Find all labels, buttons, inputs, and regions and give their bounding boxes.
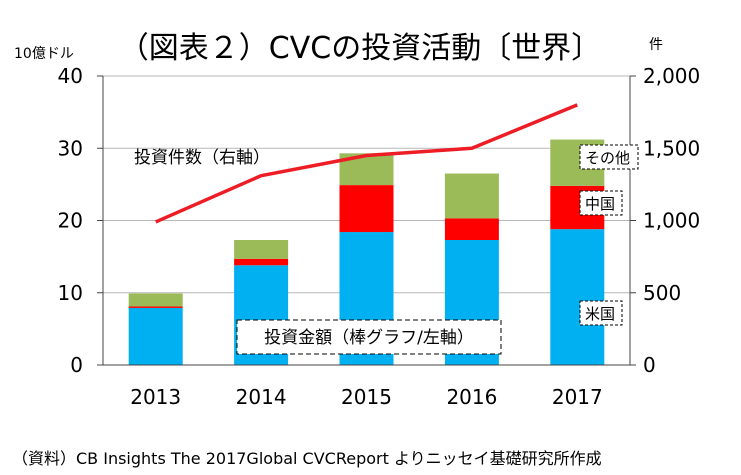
right-tick-label: 1,500 — [643, 136, 700, 160]
series-tag: その他 — [585, 149, 630, 167]
bar-series-label: 投資金額（棒グラフ/左軸） — [264, 328, 474, 348]
left-tick-label: 0 — [70, 353, 83, 377]
left-tick-label: 20 — [58, 209, 83, 233]
bar-segment — [444, 218, 499, 241]
chart-title: （図表２）CVCの投資活動〔世界〕 — [119, 31, 601, 66]
left-tick-label: 10 — [58, 281, 83, 305]
left-tick-label: 30 — [58, 136, 83, 160]
right-tick-label: 1,000 — [643, 209, 700, 233]
right-tick-label: 500 — [643, 281, 681, 305]
source-note: （資料）CB Insights The 2017Global CVCReport… — [12, 449, 602, 468]
x-tick-label: 2015 — [341, 385, 392, 409]
x-tick-label: 2017 — [552, 385, 603, 409]
bar-segment — [128, 293, 183, 307]
left-tick-label: 40 — [58, 64, 83, 88]
left-axis-unit: 10億ドル — [14, 46, 74, 62]
bar-segment — [234, 240, 289, 259]
series-tag: 中国 — [585, 195, 615, 213]
series-tag-box — [579, 144, 639, 170]
series-tag: 米国 — [585, 305, 615, 323]
right-tick-label: 0 — [643, 353, 656, 377]
bar-segment — [128, 307, 183, 365]
series-tag-box — [579, 300, 623, 326]
series-tag-box — [579, 190, 623, 216]
bar-segment — [339, 185, 394, 233]
bar-segment — [550, 229, 605, 365]
bar-segment — [128, 306, 183, 308]
right-axis-unit: 件 — [649, 37, 663, 53]
x-tick-label: 2014 — [236, 385, 287, 409]
x-tick-label: 2016 — [446, 385, 497, 409]
bar-segment — [444, 173, 499, 219]
right-tick-label: 2,000 — [643, 64, 700, 88]
bar-label-box — [236, 319, 502, 355]
line-series-label: 投資件数（右軸） — [134, 148, 270, 168]
line-series-count — [154, 103, 578, 224]
x-tick-label: 2013 — [130, 385, 181, 409]
bar-segment — [234, 258, 289, 266]
